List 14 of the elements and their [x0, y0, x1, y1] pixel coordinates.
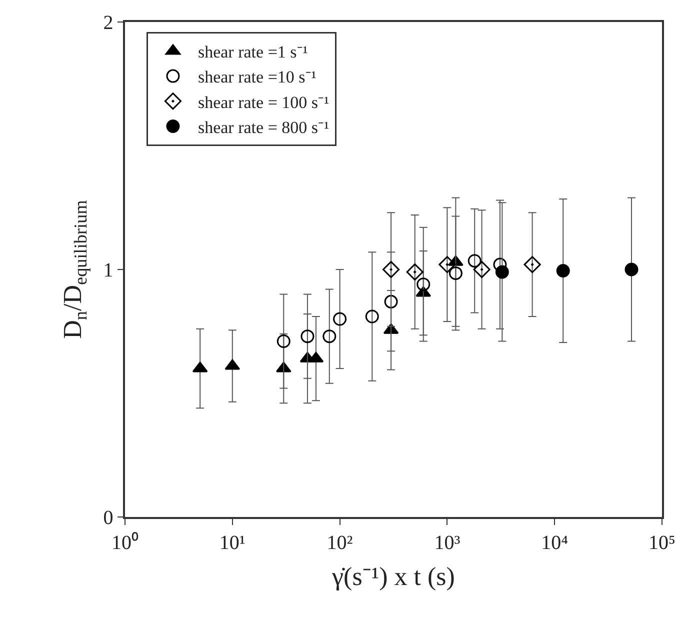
x-tick-label: 10¹ — [219, 532, 246, 554]
x-tick-label: 10³ — [434, 532, 460, 554]
legend-label: shear rate = 800 s⁻¹ — [198, 118, 330, 137]
legend-label: shear rate =10 s⁻¹ — [198, 68, 316, 87]
x-tick-label: 10² — [326, 532, 353, 554]
x-axis-title: γ̇(s⁻¹) x t (s) — [331, 562, 455, 591]
x-tick-label: 10⁵ — [648, 532, 676, 554]
legend-label: shear rate =1 s⁻¹ — [198, 42, 308, 62]
y-tick-label: 0 — [103, 507, 114, 529]
x-tick-label: 10⁴ — [541, 532, 568, 554]
y-tick-label: 1 — [103, 260, 114, 282]
y-tick-label: 2 — [103, 12, 114, 34]
x-tick-label: 10⁰ — [112, 530, 138, 554]
legend-label: shear rate = 100 s⁻¹ — [198, 92, 330, 112]
